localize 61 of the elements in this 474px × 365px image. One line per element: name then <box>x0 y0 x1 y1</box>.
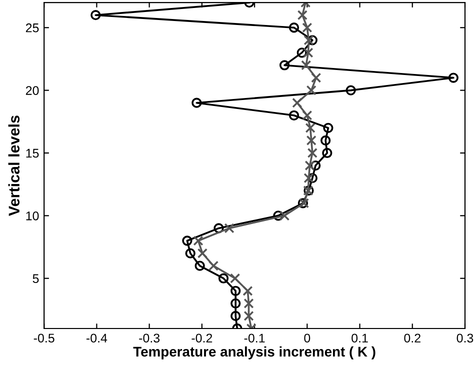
point <box>208 260 219 271</box>
point <box>185 248 196 258</box>
point <box>242 286 253 296</box>
y-tick-label: 10 <box>26 211 39 220</box>
point <box>288 22 300 33</box>
point <box>182 236 192 246</box>
point <box>323 122 334 133</box>
x-tick-label: 0.2 <box>404 334 420 343</box>
y-tick-label: 15 <box>26 148 39 158</box>
point <box>297 10 308 20</box>
point <box>292 98 302 108</box>
point <box>244 310 254 322</box>
point <box>230 273 240 284</box>
point <box>224 223 234 234</box>
x-axis-title: Temperature analysis increment ( K ) <box>133 346 376 360</box>
point <box>307 35 318 46</box>
point <box>279 60 290 70</box>
point <box>302 22 312 33</box>
y-tick-label: 25 <box>26 23 39 32</box>
point <box>448 72 458 83</box>
point <box>305 122 316 133</box>
x-tick-label: 0.1 <box>352 334 368 343</box>
point <box>192 98 202 108</box>
x-tick-label: -0.4 <box>86 334 108 343</box>
x-tick-label: 0 <box>304 334 310 343</box>
point <box>230 298 241 308</box>
point <box>311 72 322 83</box>
point <box>304 35 314 46</box>
point <box>303 48 314 58</box>
point <box>301 60 312 70</box>
x-tick-label: -0.5 <box>34 334 54 343</box>
point <box>244 298 254 308</box>
point <box>214 223 224 234</box>
point <box>320 135 331 146</box>
x-tick-label: -0.2 <box>192 334 212 343</box>
point <box>307 148 318 158</box>
point <box>279 210 290 221</box>
y-axis-title: Vertical levels <box>8 116 20 216</box>
point <box>310 160 321 171</box>
x-tick-label: -0.1 <box>244 334 265 343</box>
point <box>197 248 208 258</box>
point <box>302 110 312 120</box>
point <box>304 172 314 184</box>
x-tick-label: 0.3 <box>456 334 474 343</box>
point <box>273 210 284 221</box>
x-tick-label: -0.3 <box>139 334 160 343</box>
point <box>90 10 101 20</box>
point <box>304 160 315 171</box>
point <box>306 135 316 146</box>
point <box>306 85 316 96</box>
y-tick-label: 5 <box>32 274 39 284</box>
point <box>194 260 205 271</box>
point <box>288 110 300 120</box>
point <box>346 85 356 96</box>
point <box>230 286 241 296</box>
y-tick-label: 20 <box>26 86 39 95</box>
point <box>193 236 204 246</box>
point <box>230 310 241 322</box>
point <box>296 48 307 58</box>
point <box>218 273 229 284</box>
point <box>322 148 332 158</box>
